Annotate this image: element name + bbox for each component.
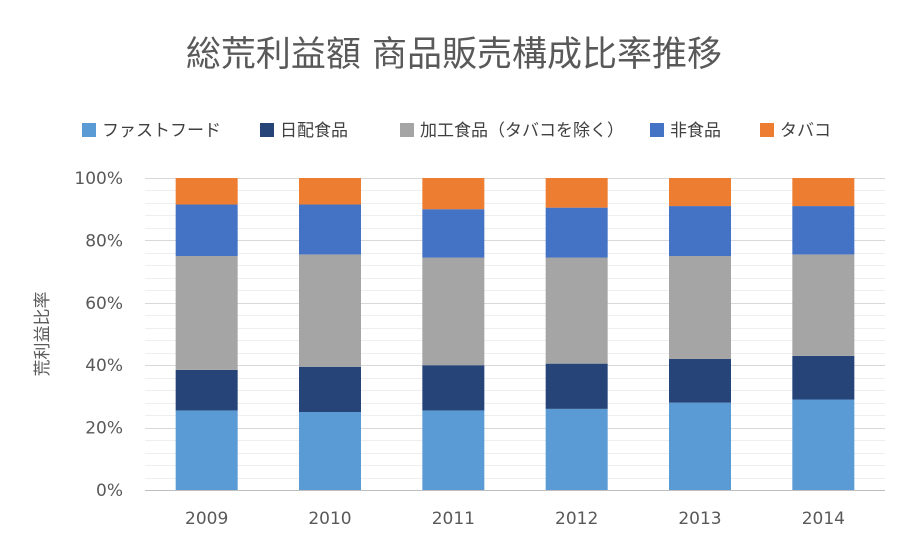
bar-segment-1	[669, 402, 731, 490]
y-tick-label: 100%	[74, 169, 123, 189]
bar-segment-4	[545, 207, 608, 258]
bar-segment-1	[422, 410, 485, 490]
legend-label: タバコ	[780, 121, 831, 141]
bar-segment-4	[669, 206, 731, 256]
legend-label: 非食品	[670, 121, 721, 141]
bar-segment-3	[792, 254, 855, 356]
bar-segment-2	[669, 358, 731, 403]
bar-segment-3	[669, 256, 731, 359]
y-tick-label: 40%	[85, 356, 123, 376]
bar-segment-2	[175, 369, 238, 411]
legend-item: 非食品	[650, 121, 721, 141]
legend-label: 加工食品（タバコを除く）	[420, 121, 624, 141]
legend-label: 日配食品	[280, 121, 348, 141]
legend-item: 加工食品（タバコを除く）	[400, 121, 624, 141]
legend-swatch	[650, 123, 664, 137]
bar-segment-4	[299, 204, 361, 255]
bar-segment-5	[545, 178, 608, 208]
x-tick-label: 2010	[308, 509, 351, 529]
bar-segment-3	[175, 256, 238, 370]
bar-stack-2011	[422, 178, 485, 490]
bar-segment-1	[792, 399, 855, 490]
legend-item: 日配食品	[260, 121, 348, 141]
legend-item: タバコ	[760, 121, 831, 141]
bar-segment-5	[422, 178, 485, 210]
y-tick-label: 60%	[85, 294, 123, 314]
bar-segment-1	[175, 410, 238, 490]
bar-stack-2010	[299, 178, 361, 490]
x-tick-label: 2014	[802, 509, 845, 529]
bar-segment-2	[422, 365, 485, 411]
bar-segment-1	[545, 408, 608, 490]
legend-swatch	[760, 123, 774, 137]
x-tick-label: 2012	[555, 509, 598, 529]
legend-swatch	[400, 123, 414, 137]
bar-segment-5	[175, 178, 238, 205]
bar-segment-3	[299, 254, 361, 367]
bar-stack-2014	[792, 178, 855, 490]
bar-segment-4	[422, 209, 485, 258]
y-tick-label: 80%	[85, 231, 123, 251]
x-tick-label: 2011	[432, 509, 475, 529]
bar-stack-2012	[545, 178, 608, 490]
x-tick-label: 2009	[185, 509, 228, 529]
chart-title: 総荒利益額 商品販売構成比率推移	[186, 35, 722, 75]
y-tick-label: 20%	[85, 419, 123, 439]
bar-segment-5	[299, 178, 361, 205]
bar-segment-4	[175, 204, 238, 256]
bar-segment-3	[545, 257, 608, 364]
x-axis: 2009 2010 2011 2012 2013 2014	[185, 509, 845, 529]
bar-segment-3	[422, 257, 485, 366]
bar-segment-2	[792, 355, 855, 400]
y-axis-title: 荒利益比率	[33, 292, 53, 377]
legend-swatch	[260, 123, 274, 137]
bars	[175, 178, 855, 490]
legend-swatch	[82, 123, 96, 137]
gridlines	[145, 178, 885, 491]
bar-segment-4	[792, 206, 855, 255]
bar-segment-2	[299, 366, 361, 412]
y-tick-label: 0%	[96, 481, 123, 501]
bar-stack-2009	[175, 178, 238, 490]
bar-segment-1	[299, 412, 361, 490]
bar-segment-5	[792, 178, 855, 207]
bar-segment-2	[545, 363, 608, 409]
bar-stack-2013	[669, 178, 731, 490]
bar-segment-5	[669, 178, 731, 207]
legend-item: ファストフード	[82, 121, 221, 141]
x-tick-label: 2013	[678, 509, 721, 529]
legend: ファストフード 日配食品 加工食品（タバコを除く） 非食品 タバコ	[82, 121, 831, 141]
legend-label: ファストフード	[102, 121, 221, 141]
y-axis: 0% 20% 40% 60% 80% 100%	[74, 169, 123, 501]
